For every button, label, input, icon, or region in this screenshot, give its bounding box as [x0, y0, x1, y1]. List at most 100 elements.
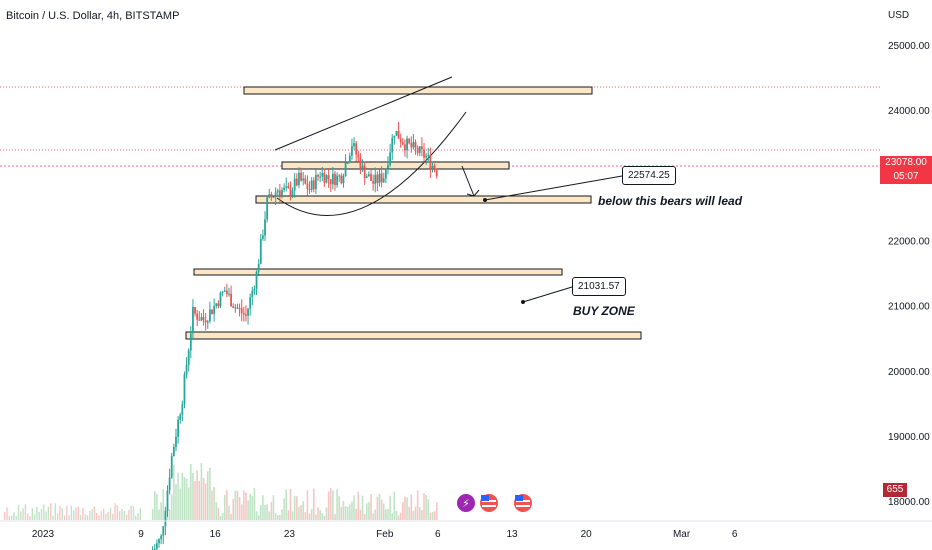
volume-bar: [128, 509, 130, 520]
candle-body: [211, 309, 213, 314]
candle-body: [336, 175, 338, 186]
volume-bar: [187, 487, 190, 520]
volume-bar: [391, 513, 394, 520]
rounded-bottom-arc: [276, 111, 467, 216]
candle-body: [162, 526, 165, 536]
volume-bar: [325, 507, 328, 520]
candle-body: [240, 308, 243, 314]
volume-bar: [321, 513, 324, 520]
volume-bar: [98, 515, 100, 520]
volume-bar: [336, 489, 338, 520]
volume-bar: [79, 515, 82, 520]
volume-bar: [264, 504, 266, 520]
volume-bar: [93, 506, 96, 520]
candle-body: [302, 178, 305, 181]
volume-bar: [223, 494, 226, 520]
candle-body: [278, 190, 281, 196]
zone-mid: [281, 161, 510, 170]
volume-bar: [327, 491, 330, 520]
volume-bar: [221, 512, 224, 520]
volume-bar: [139, 508, 142, 520]
volume-bar: [416, 490, 419, 520]
volume-bar: [429, 512, 432, 520]
volume-bar: [421, 510, 423, 520]
volume-bar: [217, 507, 220, 520]
volume-bar: [183, 477, 186, 520]
volume-bar: [291, 511, 294, 520]
candle-body: [189, 333, 192, 351]
volume-bar: [253, 488, 256, 520]
volume-bar: [52, 515, 54, 520]
volume-bar: [385, 509, 387, 520]
candle-body: [361, 165, 364, 171]
candle-body: [198, 319, 201, 321]
volume-bar: [357, 491, 360, 520]
volume-bar: [204, 483, 207, 520]
candle-body: [395, 130, 398, 136]
candle-body: [423, 149, 425, 158]
volume-bar: [274, 513, 277, 520]
candle-body: [204, 320, 207, 323]
volume-bar: [251, 495, 254, 520]
candle-body: [232, 306, 235, 308]
zone-buy-top: [193, 268, 563, 276]
volume-bar: [361, 495, 364, 520]
candle-body: [221, 291, 224, 293]
volume-bar: [137, 513, 139, 520]
candle-body: [283, 187, 285, 190]
countdown-tag: 05:07: [880, 170, 932, 184]
candle-body: [168, 477, 171, 491]
volume-bar: [287, 510, 290, 520]
volume-bar: [329, 488, 332, 520]
volume-bar: [75, 507, 77, 520]
volume-bar: [179, 488, 182, 520]
volume-bar: [238, 497, 241, 520]
volume-bar: [116, 505, 119, 520]
candle-body: [412, 142, 415, 148]
time-tick-label: 20: [581, 529, 593, 540]
candle-body: [368, 174, 370, 177]
projection-line: [461, 165, 475, 197]
candle-body: [331, 173, 334, 185]
volume-bar: [243, 490, 245, 520]
volume-bar: [153, 491, 156, 520]
volume-bar: [70, 505, 73, 520]
volume-bar: [365, 503, 368, 520]
volume-bar: [91, 509, 93, 520]
volume-bar: [84, 514, 86, 520]
price-tick-label: 18000.00: [888, 497, 930, 508]
volume-bar: [73, 510, 75, 520]
candle-body: [266, 197, 269, 220]
volume-bar: [395, 510, 398, 520]
candle-body: [153, 548, 156, 550]
candle-body: [194, 306, 196, 314]
candle-body: [414, 142, 417, 148]
volume-bar: [198, 480, 201, 520]
volume-bar: [194, 480, 196, 520]
volume-bar: [259, 505, 262, 520]
volume-bar: [334, 514, 336, 520]
annotation-connector-2: [522, 286, 573, 303]
candle-body: [175, 436, 177, 447]
candle-body: [323, 172, 326, 183]
candle-body: [249, 297, 252, 309]
volume-bar: [219, 515, 222, 520]
candle-body: [206, 321, 209, 323]
volume-bar: [47, 506, 50, 520]
candle-body: [223, 290, 226, 292]
volume-bar: [262, 495, 264, 520]
candle-body: [209, 309, 211, 322]
candlestick-series: [152, 121, 438, 550]
candle-body: [179, 414, 182, 420]
candle-body: [315, 174, 317, 190]
candle-body: [156, 543, 158, 549]
volume-bar: [86, 515, 89, 520]
volume-bar: [399, 512, 402, 520]
candle-body: [387, 165, 389, 169]
volume-bar: [368, 502, 370, 520]
volume-bar: [22, 508, 24, 520]
volume-bar: [213, 486, 215, 520]
volume-bar: [272, 495, 275, 520]
candle-body: [160, 535, 163, 540]
